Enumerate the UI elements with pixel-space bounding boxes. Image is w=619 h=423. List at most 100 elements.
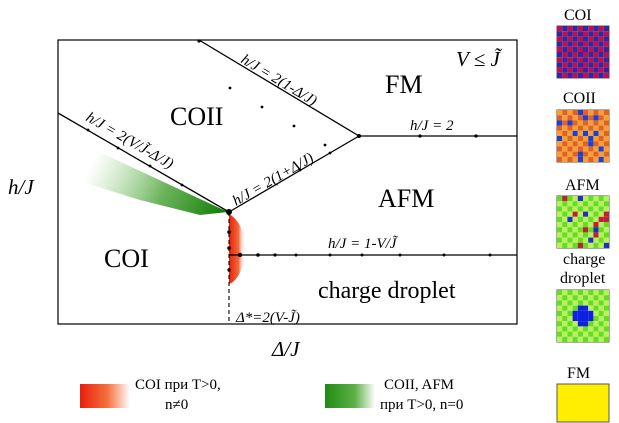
lattice-cell (583, 206, 589, 212)
lattice-cell (583, 336, 589, 342)
lattice-cell (567, 206, 573, 212)
eq-critical: Δ*=2(V-J̃) (235, 310, 300, 326)
lattice-cell (593, 305, 599, 311)
lattice-cell (572, 141, 578, 147)
lattice-cell (572, 36, 578, 42)
lattice-cell (593, 110, 599, 116)
lattice-cell (603, 36, 609, 42)
swatch-coii-label: COII (563, 90, 596, 107)
lattice-cell (557, 216, 563, 222)
lattice-cell (572, 316, 578, 322)
lattice-cell (603, 46, 609, 52)
lattice-cell (567, 62, 573, 68)
lattice-cell (588, 26, 594, 32)
lattice-cell (598, 120, 604, 126)
lattice-cell (598, 316, 604, 322)
eq-coii-afm: h/J = 2(1+Δ/J) (230, 150, 317, 209)
lattice-cell (603, 336, 609, 342)
swatch-afm-label: AFM (565, 177, 600, 194)
lattice-cell (588, 216, 594, 222)
region-charge-droplet: charge droplet (318, 278, 456, 304)
lattice-cell (562, 227, 568, 233)
boundary-coii-coi (57, 112, 230, 213)
lattice-cell (588, 110, 594, 116)
lattice-cell (603, 110, 609, 116)
lattice-cell (577, 26, 583, 32)
lattice-cell (562, 120, 568, 126)
lattice-cell (577, 36, 583, 42)
lattice-cell (572, 136, 578, 142)
lattice-cell (593, 120, 599, 126)
lattice-cell (577, 196, 583, 202)
lattice-cell (557, 151, 563, 157)
lattice-cell (557, 206, 563, 212)
boundary-markers (86, 39, 492, 272)
lattice-cell (603, 120, 609, 126)
lattice-cell (593, 31, 599, 37)
lattice-cell (603, 130, 609, 136)
lattice-cell (598, 222, 604, 228)
lattice-cell (588, 321, 594, 327)
lattice-cell (577, 141, 583, 147)
lattice-cell (572, 216, 578, 222)
lattice-cell (572, 26, 578, 32)
lattice-cell (557, 41, 563, 47)
lattice-cell (583, 290, 589, 296)
lattice-cell (567, 232, 573, 238)
lattice-cell (577, 232, 583, 238)
legend-red-swatch (80, 384, 130, 408)
lattice-cell (588, 201, 594, 207)
lattice-cell (557, 201, 563, 207)
lattice-cell (588, 156, 594, 162)
lattice-cell (572, 146, 578, 152)
lattice-cell (557, 196, 563, 202)
lattice-cell (603, 26, 609, 32)
lattice-cell (557, 232, 563, 238)
lattice-cell (598, 67, 604, 73)
lattice-cell (583, 67, 589, 73)
lattice-cell (562, 336, 568, 342)
lattice-cell (562, 201, 568, 207)
lattice-cell (583, 72, 589, 78)
lattice-cell (567, 331, 573, 337)
lattice-cell (598, 321, 604, 327)
lattice-cell (588, 46, 594, 52)
lattice-cell (577, 316, 583, 322)
lattice-cell (603, 310, 609, 316)
lattice-cell (583, 321, 589, 327)
lattice-cell (583, 62, 589, 68)
lattice-cell (562, 295, 568, 301)
lattice-cell (562, 52, 568, 58)
lattice-cell (577, 67, 583, 73)
lattice-cell (583, 26, 589, 32)
lattice-cell (603, 316, 609, 322)
lattice-cell (572, 67, 578, 73)
lattice-cell (603, 57, 609, 63)
lattice-cell (588, 36, 594, 42)
lattice-cell (567, 326, 573, 332)
lattice-cell (603, 156, 609, 162)
lattice-cell (567, 196, 573, 202)
lattice-cell (557, 46, 563, 52)
lattice-cell (603, 115, 609, 121)
swatch-coi (556, 25, 610, 79)
lattice-cell (567, 237, 573, 243)
lattice-cell (572, 227, 578, 233)
lattice-cell (593, 242, 599, 248)
lattice-cell (557, 110, 563, 116)
lattice-cell (603, 305, 609, 311)
lattice-cell (593, 206, 599, 212)
lattice-cell (583, 201, 589, 207)
phase-diagram: FM COII AFM COI charge droplet V ≤ J̃ h/… (8, 39, 518, 361)
lattice-cell (567, 310, 573, 316)
lattice-cell (588, 130, 594, 136)
boundary-top (198, 39, 360, 137)
lattice-cell (593, 237, 599, 243)
lattice-cell (593, 130, 599, 136)
lattice-cell (567, 305, 573, 311)
lattice-cell (583, 196, 589, 202)
lattice-cell (567, 141, 573, 147)
lattice-cell (598, 26, 604, 32)
lattice-cell (583, 151, 589, 157)
lattice-cell (588, 141, 594, 147)
